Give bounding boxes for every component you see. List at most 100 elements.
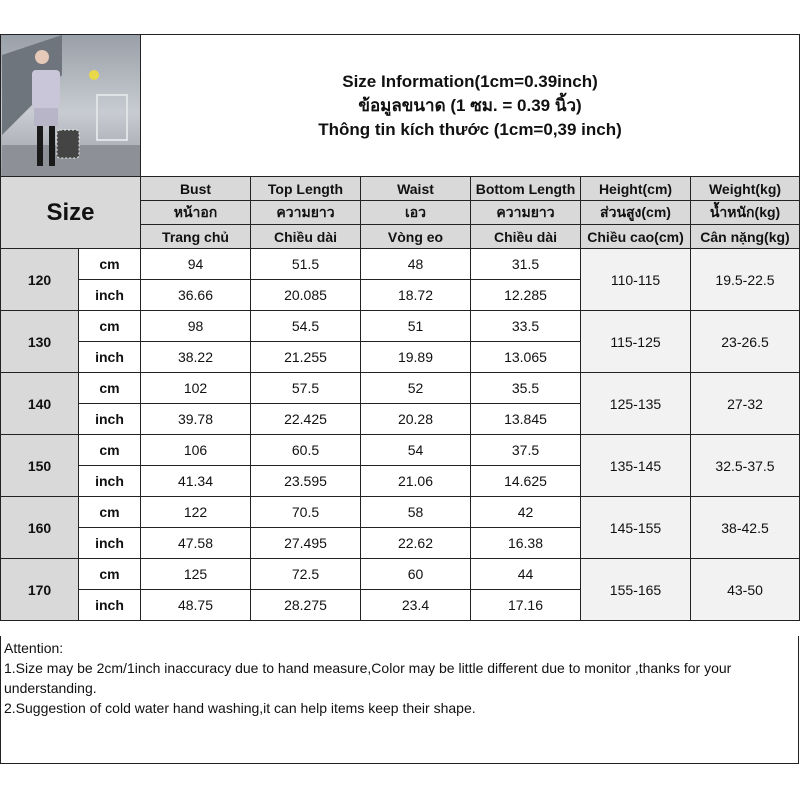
- unit-inch: inch: [78, 279, 141, 311]
- inch-value: 12.285: [470, 279, 581, 311]
- cm-value: 52: [360, 372, 471, 404]
- unit-inch: inch: [78, 341, 141, 373]
- height-range: 110-115: [580, 248, 691, 311]
- inch-value: 13.845: [470, 403, 581, 435]
- size-label: 170: [0, 558, 79, 621]
- cm-value: 72.5: [250, 558, 361, 590]
- product-photo: [0, 34, 141, 177]
- column-header-vi: Chiều dài: [470, 224, 581, 249]
- cm-value: 60.5: [250, 434, 361, 466]
- cm-value: 54: [360, 434, 471, 466]
- inch-value: 23.4: [360, 589, 471, 621]
- table-row: 170 cm 125 72.5 60 44 155-165 43-50: [0, 558, 800, 621]
- inch-value: 22.425: [250, 403, 361, 435]
- unit-cm: cm: [78, 496, 141, 528]
- column-header-vi: Chiều cao(cm): [580, 224, 691, 249]
- cm-value: 51.5: [250, 248, 361, 280]
- inch-value: 36.66: [140, 279, 251, 311]
- inch-value: 18.72: [360, 279, 471, 311]
- column-header-vi: Cân nặng(kg): [689, 224, 800, 249]
- column-header-th: เอว: [360, 200, 471, 225]
- column-header-en: Height(cm): [580, 176, 691, 201]
- weight-range: 32.5-37.5: [689, 434, 800, 497]
- inch-value: 21.06: [360, 465, 471, 497]
- table-row: inch 47.58 27.495 22.62 16.38: [1, 527, 800, 559]
- unit-inch: inch: [78, 527, 141, 559]
- model-image-icon: [1, 35, 140, 176]
- inch-value: 20.085: [250, 279, 361, 311]
- inch-value: 19.89: [360, 341, 471, 373]
- cm-value: 37.5: [470, 434, 581, 466]
- cm-value: 125: [140, 558, 251, 590]
- cm-value: 106: [140, 434, 251, 466]
- inch-value: 47.58: [140, 527, 251, 559]
- attention-notes: Attention: 1.Size may be 2cm/1inch inacc…: [0, 636, 799, 764]
- note-item: 1.Size may be 2cm/1inch inaccuracy due t…: [4, 660, 732, 696]
- table-row: inch 48.75 28.275 23.4 17.16: [1, 589, 800, 621]
- inch-value: 27.495: [250, 527, 361, 559]
- inch-value: 14.625: [470, 465, 581, 497]
- note-item: 2.Suggestion of cold water hand washing,…: [4, 700, 476, 716]
- title-block: Size Information(1cm=0.39inch) ข้อมูลขนา…: [139, 34, 800, 177]
- column-header-vi: Vòng eo: [360, 224, 471, 249]
- size-chart: Size Information(1cm=0.39inch) ข้อมูลขนา…: [0, 34, 800, 621]
- weight-range: 27-32: [689, 372, 800, 435]
- cm-value: 54.5: [250, 310, 361, 342]
- inch-value: 38.22: [140, 341, 251, 373]
- height-range: 145-155: [580, 496, 691, 559]
- inch-value: 16.38: [470, 527, 581, 559]
- table-row: 140 cm 102 57.5 52 35.5 125-135 27-32: [0, 372, 800, 435]
- column-header-th: น้ำหนัก(kg): [689, 200, 800, 225]
- inch-value: 39.78: [140, 403, 251, 435]
- inch-value: 23.595: [250, 465, 361, 497]
- size-table: Size Information(1cm=0.39inch) ข้อมูลขนา…: [0, 34, 800, 621]
- cm-value: 57.5: [250, 372, 361, 404]
- height-range: 135-145: [580, 434, 691, 497]
- column-header-en: Bottom Length: [470, 176, 581, 201]
- cm-value: 98: [140, 310, 251, 342]
- column-header-th: หน้าอก: [140, 200, 251, 225]
- cm-value: 31.5: [470, 248, 581, 280]
- cm-value: 102: [140, 372, 251, 404]
- unit-cm: cm: [78, 558, 141, 590]
- column-header-th: ความยาว: [250, 200, 361, 225]
- inch-value: 17.16: [470, 589, 581, 621]
- unit-inch: inch: [78, 465, 141, 497]
- inch-value: 41.34: [140, 465, 251, 497]
- weight-range: 43-50: [689, 558, 800, 621]
- unit-inch: inch: [78, 403, 141, 435]
- height-range: 155-165: [580, 558, 691, 621]
- unit-cm: cm: [78, 372, 141, 404]
- cm-value: 122: [140, 496, 251, 528]
- inch-value: 28.275: [250, 589, 361, 621]
- table-row: 130 cm 98 54.5 51 33.5 115-125 23-26.5: [0, 310, 800, 373]
- weight-range: 19.5-22.5: [689, 248, 800, 311]
- size-label: 160: [0, 496, 79, 559]
- inch-value: 48.75: [140, 589, 251, 621]
- column-header-vi: Trang chủ: [140, 224, 251, 249]
- cm-value: 44: [470, 558, 581, 590]
- title-en: Size Information(1cm=0.39inch): [342, 71, 598, 91]
- inch-value: 21.255: [250, 341, 361, 373]
- table-row: 160 cm 122 70.5 58 42 145-155 38-42.5: [0, 496, 800, 559]
- inch-value: 22.62: [360, 527, 471, 559]
- unit-cm: cm: [78, 434, 141, 466]
- table-row: 150 cm 106 60.5 54 37.5 135-145 32.5-37.5: [0, 434, 800, 497]
- unit-cm: cm: [78, 248, 141, 280]
- size-header: Size: [0, 176, 141, 249]
- title-th: ข้อมูลขนาด (1 ซม. = 0.39 นิ้ว): [358, 95, 582, 115]
- column-header-vi: Chiều dài: [250, 224, 361, 249]
- notes-heading: Attention:: [4, 640, 64, 656]
- cm-value: 58: [360, 496, 471, 528]
- cm-value: 70.5: [250, 496, 361, 528]
- height-range: 115-125: [580, 310, 691, 373]
- cm-value: 94: [140, 248, 251, 280]
- weight-range: 38-42.5: [689, 496, 800, 559]
- size-label: 130: [0, 310, 79, 373]
- unit-inch: inch: [78, 589, 141, 621]
- column-header-en: Waist: [360, 176, 471, 201]
- cm-value: 48: [360, 248, 471, 280]
- column-header-en: Weight(kg): [689, 176, 800, 201]
- table-row: inch 39.78 22.425 20.28 13.845: [1, 403, 800, 435]
- table-row: 120 cm 94 51.5 48 31.5 110-115 19.5-22.5: [0, 248, 800, 311]
